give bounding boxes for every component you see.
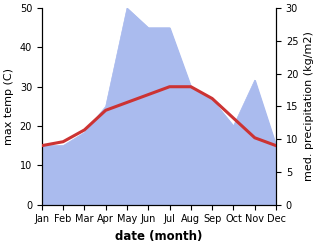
Y-axis label: max temp (C): max temp (C)	[4, 68, 14, 145]
X-axis label: date (month): date (month)	[115, 230, 203, 243]
Y-axis label: med. precipitation (kg/m2): med. precipitation (kg/m2)	[304, 31, 314, 181]
